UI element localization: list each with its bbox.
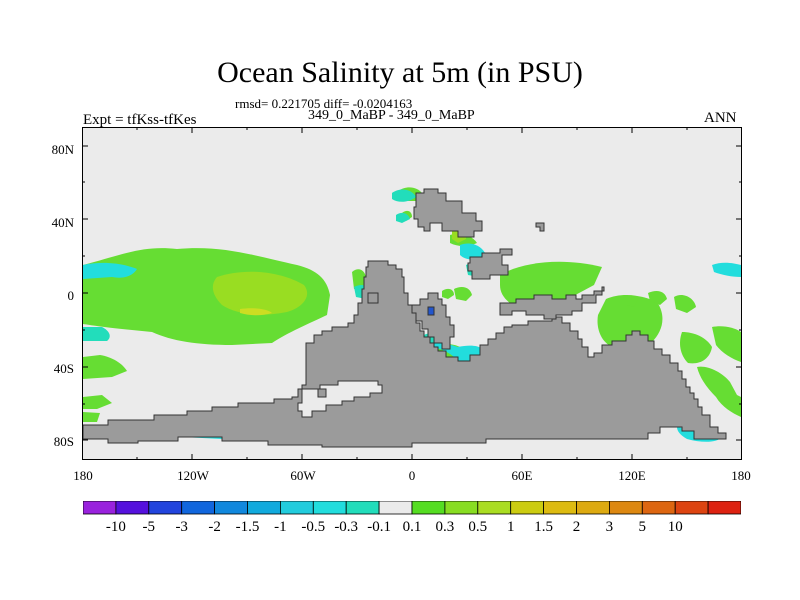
strong-negative-cell bbox=[427, 306, 435, 316]
x-tick-label: 60W bbox=[290, 468, 316, 483]
x-tick-label: 180 bbox=[731, 468, 751, 483]
plot-subtitle: 349_0_MaBP - 349_0_MaBP bbox=[308, 108, 475, 123]
colorbar-swatch bbox=[576, 501, 610, 515]
colorbar-label: -2 bbox=[208, 519, 221, 535]
y-tick-label: 40N bbox=[51, 215, 74, 230]
colorbar bbox=[83, 501, 741, 515]
x-tick-label: 120W bbox=[177, 468, 209, 483]
colorbar-swatch bbox=[444, 501, 479, 515]
colorbar-swatch bbox=[345, 501, 380, 515]
colorbar-swatch bbox=[148, 501, 183, 515]
x-tick-label: 120E bbox=[618, 468, 646, 483]
land-europe bbox=[413, 188, 483, 238]
colorbar-label: -1 bbox=[274, 519, 287, 535]
colorbar-swatch bbox=[279, 501, 314, 515]
season-label: ANN bbox=[704, 110, 737, 126]
colorbar-label: -3 bbox=[175, 519, 188, 535]
colorbar-label: 1 bbox=[506, 519, 515, 535]
land-antarctica-and-americas bbox=[82, 260, 727, 448]
colorbar-swatch bbox=[510, 501, 545, 515]
x-tick-label: 180 bbox=[73, 468, 93, 483]
salinity-map bbox=[82, 127, 742, 460]
y-tick-label: 80N bbox=[51, 142, 74, 157]
land-africa bbox=[411, 292, 455, 350]
colorbar-label: 0.3 bbox=[435, 519, 455, 535]
colorbar-swatch bbox=[247, 501, 281, 515]
map-ticks bbox=[82, 127, 742, 460]
colorbar-label: 5 bbox=[638, 519, 647, 535]
x-tick-label: 60E bbox=[511, 468, 533, 483]
stats-line: rmsd= 0.221705 diff= -0.0204163 bbox=[235, 96, 413, 111]
land-masses bbox=[82, 188, 727, 448]
land-asia-central bbox=[499, 286, 605, 320]
land-greenland-strip bbox=[535, 222, 545, 232]
colorbar-swatch bbox=[214, 501, 248, 515]
colorbar-swatch bbox=[543, 501, 577, 515]
colorbar-swatch bbox=[609, 501, 643, 515]
colorbar-swatch bbox=[411, 501, 446, 515]
colorbar-label: -10 bbox=[105, 519, 126, 535]
colorbar-label: 0.5 bbox=[468, 519, 488, 535]
colorbar-swatch bbox=[378, 501, 413, 515]
colorbar-label: 1.5 bbox=[534, 519, 553, 535]
land-asia-north bbox=[467, 248, 513, 280]
experiment-label: Expt = tfKss-tfKes bbox=[83, 112, 197, 128]
colorbar-label: -0.1 bbox=[367, 519, 391, 535]
y-tick-label: 0 bbox=[67, 288, 75, 303]
colorbar-label: -5 bbox=[142, 519, 156, 535]
plot-title: Ocean Salinity at 5m (in PSU) bbox=[217, 56, 583, 89]
colorbar-label: -1.5 bbox=[235, 519, 260, 535]
land-madagascar-area bbox=[317, 388, 327, 398]
colorbar-label: 2 bbox=[572, 519, 581, 535]
y-tick-label: 40S bbox=[53, 361, 74, 376]
land-small-island bbox=[367, 292, 379, 304]
colorbar-swatch bbox=[83, 501, 117, 515]
colorbar-swatch bbox=[312, 501, 347, 515]
y-tick-label: 80S bbox=[53, 434, 74, 449]
colorbar-label: -0.5 bbox=[301, 519, 326, 535]
colorbar-label: 10 bbox=[667, 519, 683, 535]
colorbar-label: 3 bbox=[605, 519, 614, 535]
colorbar-swatch bbox=[477, 501, 512, 515]
x-tick-label: 0 bbox=[408, 468, 416, 483]
colorbar-swatch bbox=[181, 501, 215, 515]
colorbar-swatch bbox=[641, 501, 676, 515]
colorbar-swatch bbox=[707, 501, 741, 515]
colorbar-swatch bbox=[115, 501, 150, 515]
colorbar-label: -0.3 bbox=[334, 519, 359, 535]
colorbar-swatch bbox=[674, 501, 709, 515]
colorbar-label: 0.1 bbox=[402, 519, 422, 535]
